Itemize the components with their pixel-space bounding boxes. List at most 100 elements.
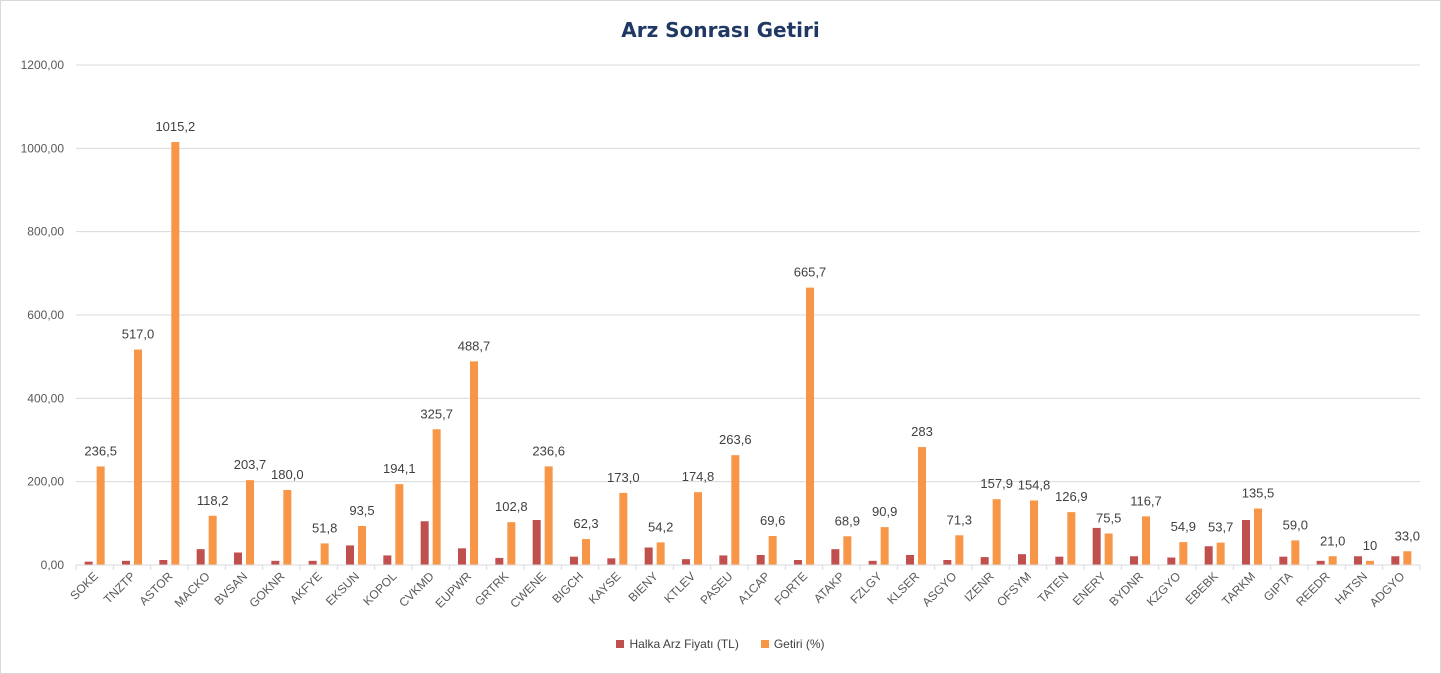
bar-return — [1254, 508, 1262, 565]
legend-label-price: Halka Arz Fiyatı (TL) — [629, 637, 739, 651]
bar-return — [918, 447, 926, 565]
bar-return — [134, 349, 142, 565]
y-tick-label: 0,00 — [41, 558, 65, 572]
y-tick-label: 200,00 — [27, 475, 64, 489]
bar-price — [794, 560, 802, 565]
data-label: 53,7 — [1208, 520, 1233, 535]
data-label: 173,0 — [607, 470, 640, 485]
legend-label-return: Getiri (%) — [773, 637, 825, 651]
x-tick-label: BVSAN — [211, 569, 250, 608]
y-tick-label: 400,00 — [27, 391, 64, 405]
data-label: 33,0 — [1395, 528, 1420, 543]
data-label: 21,0 — [1320, 533, 1345, 548]
bar-price — [495, 557, 504, 565]
x-tick-label: EBEBK — [1183, 569, 1221, 607]
legend-item-price: Halka Arz Fiyatı (TL) — [616, 637, 739, 651]
data-label: 1015,2 — [155, 119, 195, 134]
data-label: 90,9 — [872, 504, 897, 519]
x-tick-label: AKFYE — [287, 569, 325, 607]
data-label: 54,9 — [1171, 519, 1196, 534]
x-tick-label: CVKMD — [396, 569, 437, 610]
bar-price — [831, 549, 840, 565]
data-label: 135,5 — [1242, 486, 1275, 501]
bar-return — [395, 484, 404, 565]
data-label: 194,1 — [383, 461, 416, 476]
bar-return — [96, 466, 105, 565]
bar-price — [234, 552, 242, 565]
x-tick-label: PASEU — [697, 569, 735, 607]
data-label: 236,6 — [532, 443, 565, 458]
x-tick-label: REEDR — [1293, 569, 1333, 609]
x-tick-label: TARKM — [1219, 569, 1258, 608]
data-label: 116,7 — [1130, 493, 1162, 508]
x-tick-label: KLSER — [884, 569, 922, 607]
bar-price — [1354, 556, 1362, 565]
data-label: 93,5 — [349, 503, 374, 518]
data-label: 59,0 — [1283, 517, 1308, 532]
legend-item-return: Getiri (%) — [760, 637, 825, 651]
y-tick-label: 800,00 — [27, 225, 64, 239]
bar-return — [1142, 516, 1150, 565]
x-tick-label: KTLEV — [661, 569, 698, 606]
bar-price — [271, 560, 280, 565]
legend: Halka Arz Fiyatı (TL) Getiri (%) — [0, 637, 1441, 651]
x-tick-label: KOPOL — [360, 569, 399, 608]
x-tick-label: MACKO — [172, 569, 213, 610]
data-label: 75,5 — [1096, 511, 1121, 526]
data-label: 154,8 — [1018, 478, 1051, 493]
bar-price — [1018, 554, 1026, 565]
bar-price — [1055, 556, 1064, 565]
y-tick-label: 1200,00 — [21, 58, 65, 72]
data-label: 62,3 — [573, 516, 598, 531]
x-tick-label: BIGCH — [549, 569, 586, 606]
data-label: 10 — [1363, 538, 1377, 553]
bar-return — [358, 526, 366, 565]
bar-return — [768, 536, 777, 565]
x-tick-label: A1CAP — [735, 569, 773, 607]
bar-return — [1216, 542, 1225, 565]
bar-return — [656, 542, 665, 565]
bar-return — [694, 492, 702, 565]
y-tick-label: 1000,00 — [21, 141, 65, 155]
data-label: 126,9 — [1055, 489, 1088, 504]
chart-title: Arz Sonrası Getiri — [621, 18, 820, 42]
bar-price — [756, 555, 765, 565]
bar-price — [196, 549, 205, 565]
bar-return — [320, 543, 329, 565]
bar-price — [1279, 556, 1288, 565]
bar-price — [1092, 527, 1101, 565]
data-label: 71,3 — [947, 512, 972, 527]
bar-return — [1328, 556, 1337, 565]
data-label: 263,6 — [719, 432, 752, 447]
bar-price — [644, 547, 653, 565]
bar-price — [122, 560, 130, 565]
bar-price — [1204, 546, 1213, 565]
x-tick-label: EUPWR — [433, 569, 475, 611]
x-tick-label: BIENY — [625, 569, 660, 604]
x-tick-label: SOKE — [67, 569, 100, 602]
bar-return — [507, 522, 516, 565]
bar-price — [458, 548, 466, 565]
data-label: 517,0 — [122, 327, 155, 342]
x-tick-label: FORTE — [772, 569, 811, 608]
data-label: 203,7 — [234, 457, 267, 472]
bar-return — [992, 499, 1001, 565]
bar-price — [1391, 556, 1400, 565]
data-label: 174,8 — [682, 469, 715, 484]
bar-return — [1104, 533, 1113, 565]
bar-return — [1067, 512, 1076, 565]
bar-price — [570, 556, 578, 565]
bar-return — [171, 142, 180, 565]
bar-return — [955, 535, 964, 565]
data-label: 665,7 — [794, 265, 827, 280]
bar-return — [1366, 560, 1374, 565]
bar-return — [432, 429, 441, 565]
x-tick-label: GRTRK — [472, 569, 511, 608]
y-tick-label: 600,00 — [27, 308, 64, 322]
x-tick-label: EKSUN — [323, 569, 362, 608]
bar-price — [1316, 560, 1325, 565]
data-label: 180,0 — [271, 467, 304, 482]
x-tick-label: CWENE — [507, 569, 548, 610]
bar-price — [84, 561, 93, 565]
